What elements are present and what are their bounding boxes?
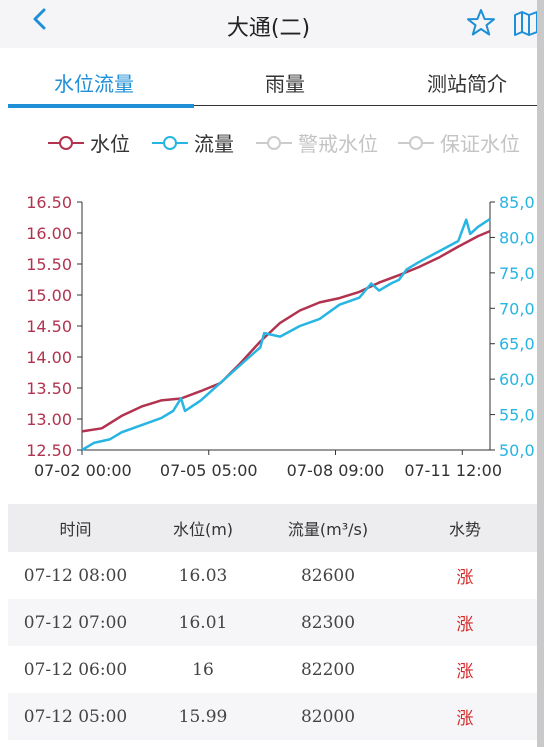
table-row[interactable]: 07-12 08:00 16.03 82600 涨 (8, 552, 537, 599)
header-flow: 流量(m³/s) (287, 520, 369, 539)
table-row[interactable]: 07-12 07:00 16.01 82300 涨 (8, 599, 537, 646)
table-row[interactable]: 07-12 05:00 15.99 82000 涨 (8, 693, 537, 740)
right-tick-label: 50,0 (499, 441, 535, 460)
header-time: 时间 (59, 520, 92, 539)
cell-time: 07-12 06:00 (23, 659, 128, 680)
cell-time: 07-12 05:00 (23, 706, 128, 727)
water-level-line (81, 229, 491, 433)
tab-water-level-flow[interactable]: 水位流量 (54, 72, 134, 96)
tab-rainfall[interactable]: 雨量 (265, 72, 305, 96)
right-tick-label: 85,0 (499, 193, 535, 212)
tab-divider (194, 105, 537, 106)
left-tick-label: 12.50 (26, 441, 72, 460)
cell-trend: 涨 (456, 709, 474, 729)
tab-bar: 水位流量 雨量 测站简介 (0, 54, 537, 112)
left-tick-label: 13.50 (26, 379, 72, 398)
cell-flow: 82300 (300, 612, 356, 633)
x-tick-label: 07-08 09:00 (287, 461, 385, 480)
chevron-left-icon (33, 8, 46, 30)
map-icon (514, 11, 537, 36)
right-tick-label: 65,0 (499, 335, 535, 354)
header-level: 水位(m) (172, 520, 234, 539)
legend-line-circle-icon (48, 135, 84, 150)
legend-label: 流量 (194, 132, 234, 156)
right-tick-label: 55,0 (499, 406, 535, 425)
map-button[interactable] (512, 8, 537, 38)
left-tick-label: 16.50 (26, 193, 72, 212)
table-header: 时间 水位(m) 流量(m³/s) 水势 (8, 504, 537, 552)
cell-level: 16.03 (178, 565, 228, 586)
left-tick-label: 14.50 (26, 317, 72, 336)
legend-line-circle-icon (256, 135, 292, 150)
water-level-flow-chart: 12.50 13.00 13.50 14.00 14.50 15.00 15.50 16.00… (0, 185, 537, 485)
cell-time: 07-12 07:00 (23, 612, 128, 633)
tab-station-info[interactable]: 测站简介 (427, 72, 507, 96)
cell-time: 07-12 08:00 (23, 565, 128, 586)
screen-edge (537, 0, 544, 747)
cell-trend: 涨 (456, 615, 474, 635)
left-tick-label: 16.00 (26, 224, 72, 243)
x-tick-label: 07-11 12:00 (404, 461, 502, 480)
x-tick-label: 07-02 00:00 (34, 461, 132, 480)
right-tick-label: 80,0 (499, 228, 535, 247)
left-tick-label: 14.00 (26, 348, 72, 367)
cell-flow: 82200 (300, 659, 356, 680)
legend-label: 保证水位 (440, 132, 520, 156)
right-tick-label: 70,0 (499, 299, 535, 318)
legend-label: 警戒水位 (298, 132, 378, 156)
cell-level: 16 (192, 659, 214, 680)
favorite-button[interactable] (466, 8, 496, 38)
left-tick-label: 15.00 (26, 286, 72, 305)
right-tick-label: 60,0 (499, 370, 535, 389)
legend-water-level[interactable]: 水位 (48, 128, 130, 157)
right-tick-label: 75,0 (499, 264, 535, 283)
data-table: 时间 水位(m) 流量(m³/s) 水势 07-12 08:00 16.03 8… (8, 504, 537, 740)
legend-label: 水位 (90, 132, 130, 156)
chart-legend: 水位 流量 警戒水位 保证水位 (0, 128, 537, 158)
legend-line-circle-icon (398, 135, 434, 150)
cell-flow: 82000 (300, 706, 356, 727)
back-button[interactable] (30, 6, 50, 36)
flow-line (81, 217, 491, 452)
legend-flow[interactable]: 流量 (152, 128, 234, 157)
table-row[interactable]: 07-12 06:00 16 82200 涨 (8, 646, 537, 693)
header-trend: 水势 (448, 520, 481, 539)
cell-trend: 涨 (456, 662, 474, 682)
nav-header: 大通(二) (0, 0, 537, 48)
legend-line-circle-icon (152, 135, 188, 150)
star-outline-icon (467, 9, 495, 36)
cell-level: 16.01 (178, 612, 228, 633)
cell-level: 15.99 (178, 706, 228, 727)
x-tick-label: 07-05 05:00 (160, 461, 258, 480)
page-title: 大通(二) (226, 16, 311, 41)
legend-warning-level[interactable]: 警戒水位 (256, 128, 378, 157)
active-tab-indicator (8, 104, 194, 108)
left-tick-label: 15.50 (26, 255, 72, 274)
chart-canvas: 12.50 13.00 13.50 14.00 14.50 15.00 15.50 16.00… (26, 193, 535, 480)
left-tick-label: 13.00 (26, 410, 72, 429)
legend-guarantee-level[interactable]: 保证水位 (398, 128, 520, 157)
cell-flow: 82600 (300, 565, 356, 586)
cell-trend: 涨 (456, 568, 474, 588)
